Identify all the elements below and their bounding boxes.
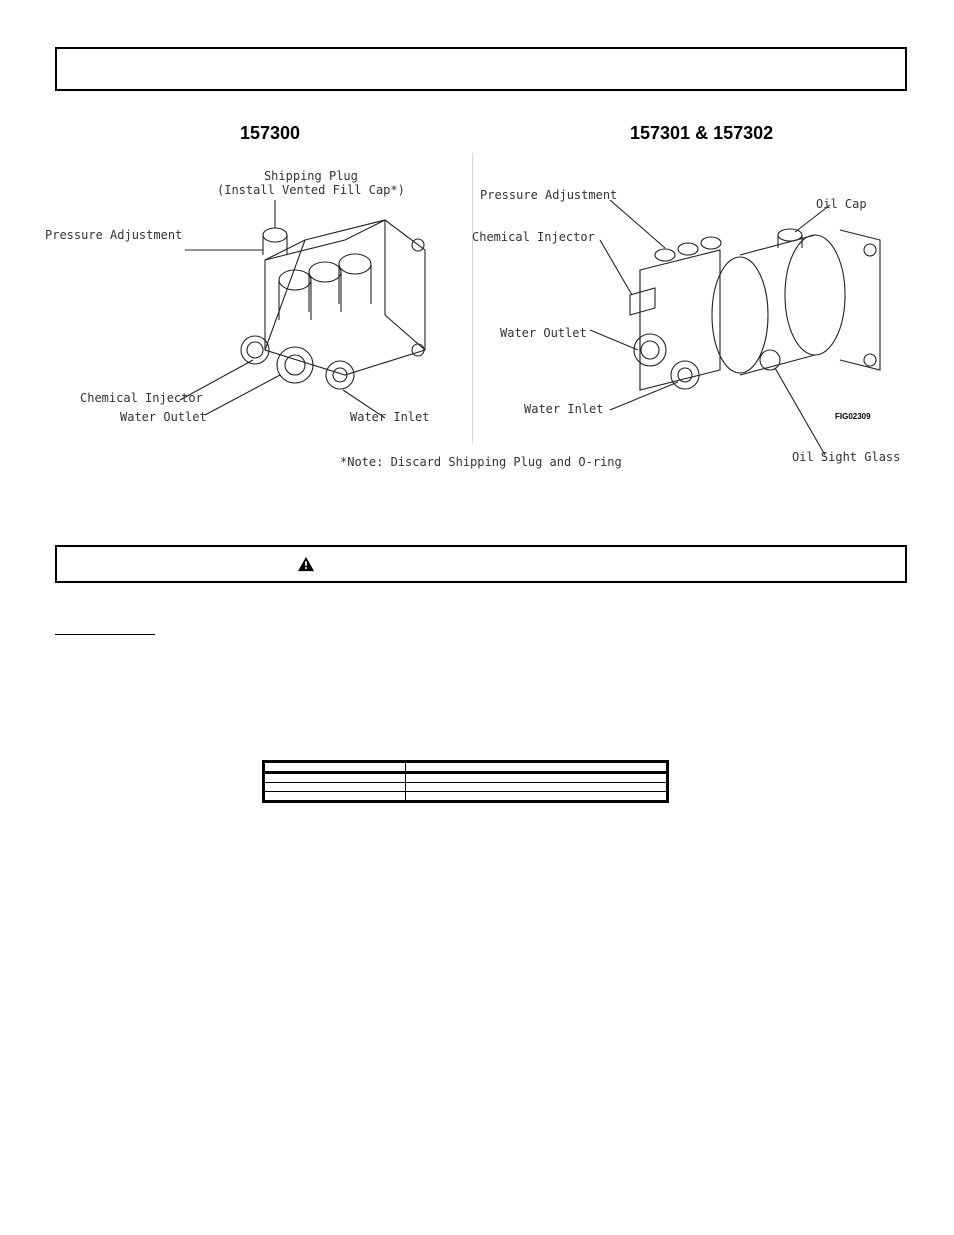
diagram-footnote: *Note: Discard Shipping Plug and O-ring — [340, 455, 622, 469]
warning-box — [55, 545, 907, 583]
callout-right-water-inlet: Water Inlet — [524, 402, 603, 416]
spec-table — [262, 760, 669, 803]
table-header-1 — [406, 762, 668, 773]
pump-diagram-right — [570, 200, 910, 460]
table-cell — [264, 773, 406, 783]
callout-left-water-outlet: Water Outlet — [120, 410, 207, 424]
model-left-title: 157300 — [240, 123, 300, 144]
callout-left-water-inlet: Water Inlet — [350, 410, 429, 424]
table-row — [264, 792, 668, 802]
callout-right-pressure-adj: Pressure Adjustment — [480, 188, 617, 202]
table-row — [264, 773, 668, 783]
subsection-heading — [55, 620, 155, 635]
section-title-box — [55, 47, 907, 91]
table-row — [264, 783, 668, 792]
diagram-divider — [472, 153, 473, 443]
callout-shipping-plug: Shipping Plug (Install Vented Fill Cap*) — [217, 169, 405, 197]
page: 157300 157301 & 157302 — [0, 0, 954, 1235]
model-right-title: 157301 & 157302 — [630, 123, 773, 144]
table-cell — [264, 783, 406, 792]
table-cell — [406, 783, 668, 792]
table-cell — [264, 792, 406, 802]
callout-shipping-plug-l1: Shipping Plug — [264, 169, 358, 183]
callout-right-oil-sight: Oil Sight Glass — [792, 450, 900, 464]
table-cell — [406, 792, 668, 802]
callout-right-water-outlet: Water Outlet — [500, 326, 587, 340]
figure-id-right: FIG02309 — [835, 412, 871, 421]
callout-right-oil-cap: Oil Cap — [816, 197, 867, 211]
table-header-0 — [264, 762, 406, 773]
warning-icon — [297, 556, 315, 572]
callout-left-chem-inj: Chemical Injector — [80, 391, 203, 405]
callout-shipping-plug-l2: (Install Vented Fill Cap*) — [217, 183, 405, 197]
callout-left-pressure-adj: Pressure Adjustment — [45, 228, 182, 242]
table-cell — [406, 773, 668, 783]
callout-right-chem-inj: Chemical Injector — [472, 230, 595, 244]
